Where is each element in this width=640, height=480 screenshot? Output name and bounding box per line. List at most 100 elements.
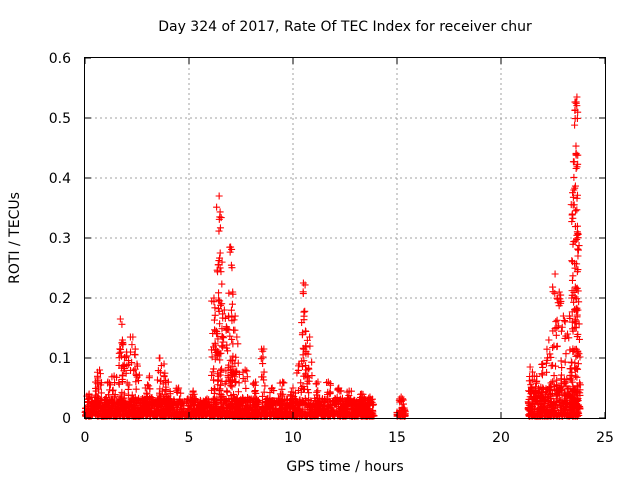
plot-frame <box>84 57 606 419</box>
data-point <box>551 289 559 297</box>
data-point <box>214 261 222 269</box>
data-point <box>314 387 322 395</box>
data-point <box>228 264 236 272</box>
data-point <box>314 378 322 386</box>
data-point <box>573 396 581 404</box>
data-point <box>234 359 242 367</box>
data-point <box>215 390 223 398</box>
data-point <box>343 394 351 402</box>
data-point <box>173 400 181 408</box>
data-point <box>571 98 579 106</box>
data-point <box>549 288 557 296</box>
data-point <box>211 311 219 319</box>
data-point <box>147 394 155 402</box>
data-point <box>226 248 234 256</box>
data-point <box>401 410 409 418</box>
data-point <box>214 335 222 343</box>
data-point <box>557 291 565 299</box>
data-point <box>558 323 566 331</box>
data-point <box>95 401 103 409</box>
data-point <box>549 343 557 351</box>
data-point <box>215 227 223 235</box>
data-point <box>538 370 546 378</box>
data-point <box>316 401 324 409</box>
data-point <box>301 281 309 289</box>
data-point <box>234 340 242 348</box>
data-point <box>302 327 310 335</box>
data-point <box>184 405 192 413</box>
data-point <box>287 391 295 399</box>
data-point <box>137 401 145 409</box>
data-point <box>537 408 545 416</box>
data-point <box>151 411 159 419</box>
data-point <box>153 376 161 384</box>
data-point <box>298 331 306 339</box>
x-tick-label: 15 <box>388 430 406 446</box>
data-point <box>217 301 225 309</box>
data-point <box>555 391 563 399</box>
data-point <box>574 108 582 116</box>
data-point <box>573 260 581 268</box>
data-point <box>230 316 238 324</box>
data-point <box>257 355 265 363</box>
data-point <box>289 384 297 392</box>
data-point <box>574 266 582 274</box>
data-point <box>548 408 556 416</box>
data-point <box>571 237 579 245</box>
data-point <box>266 398 274 406</box>
data-point <box>230 408 238 416</box>
data-point <box>569 325 577 333</box>
data-point <box>571 372 579 380</box>
data-point <box>126 333 134 341</box>
data-point <box>310 405 318 413</box>
data-point <box>561 318 569 326</box>
data-point <box>336 395 344 403</box>
data-point <box>216 264 224 272</box>
data-point <box>216 249 224 257</box>
data-point <box>565 334 573 342</box>
data-point <box>574 306 582 314</box>
data-point <box>547 383 555 391</box>
data-point <box>266 389 274 397</box>
data-point <box>110 402 118 410</box>
data-point <box>216 320 224 328</box>
data-point <box>109 386 117 394</box>
data-point <box>525 387 533 395</box>
data-point <box>549 378 557 386</box>
data-point <box>305 396 313 404</box>
data-point <box>575 335 583 343</box>
data-point <box>300 308 308 316</box>
data-point <box>243 373 251 381</box>
data-point <box>217 396 225 404</box>
data-point <box>572 142 580 150</box>
data-point <box>118 320 126 328</box>
data-point <box>566 401 574 409</box>
data-point <box>131 345 139 353</box>
data-point <box>157 406 165 414</box>
data-point <box>132 371 140 379</box>
data-point <box>572 149 580 157</box>
data-point <box>544 394 552 402</box>
data-point <box>526 363 534 371</box>
data-point <box>553 316 561 324</box>
data-point <box>259 404 267 412</box>
data-point <box>200 400 208 408</box>
data-point <box>259 360 267 368</box>
data-point <box>144 381 152 389</box>
data-point <box>326 381 334 389</box>
data-point <box>215 296 223 304</box>
data-point <box>227 365 235 373</box>
data-point <box>399 400 407 408</box>
data-point <box>245 404 253 412</box>
data-point <box>214 381 222 389</box>
data-point <box>120 390 128 398</box>
data-point <box>148 394 156 402</box>
data-point <box>527 406 535 414</box>
data-point <box>235 370 243 378</box>
data-point <box>305 408 313 416</box>
data-point <box>213 330 221 338</box>
data-point <box>551 270 559 278</box>
data-point <box>569 272 577 280</box>
data-point <box>190 411 198 419</box>
